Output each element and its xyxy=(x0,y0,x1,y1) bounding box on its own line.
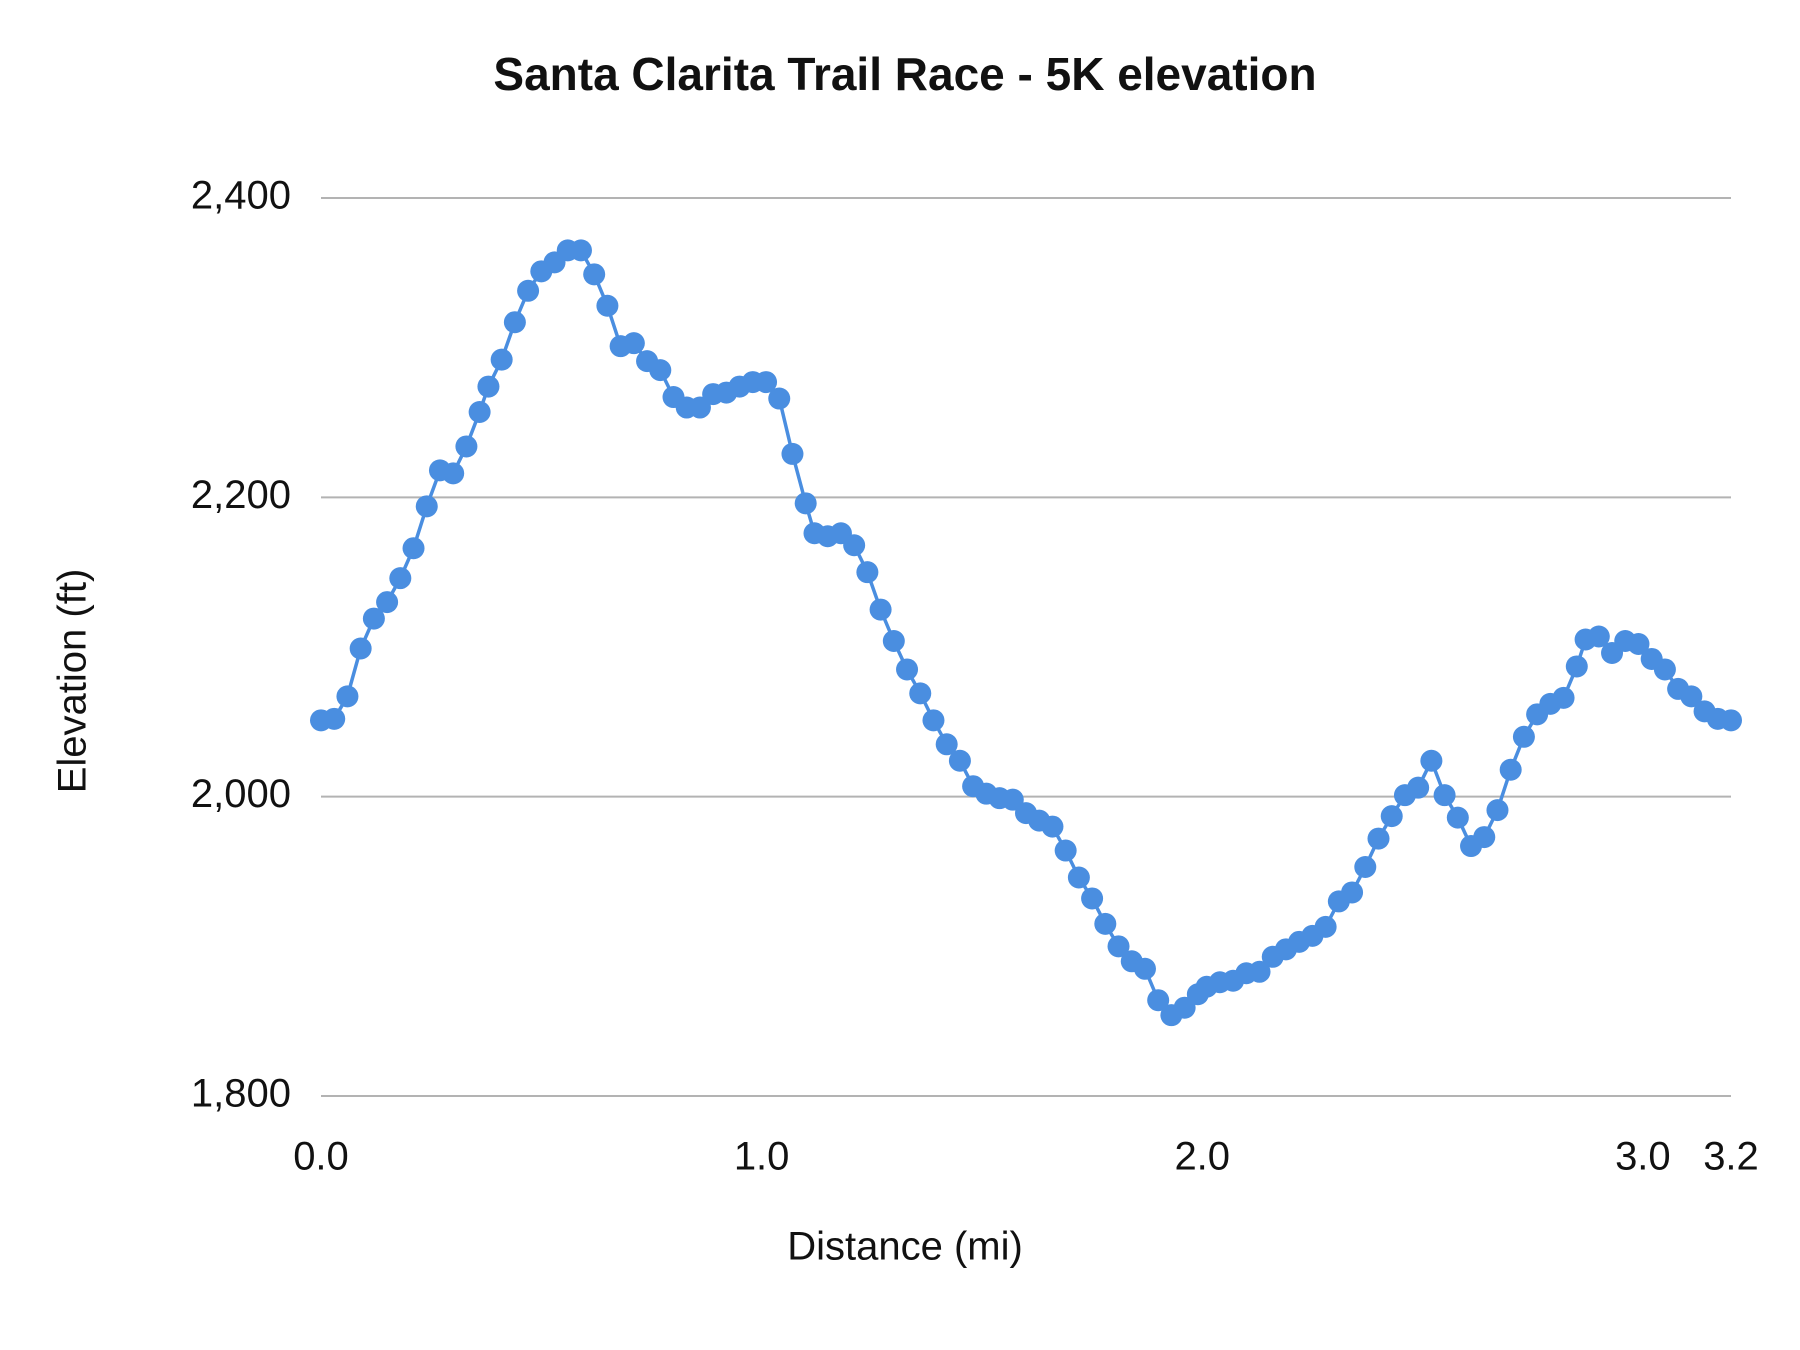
y-tick-label: 1,800 xyxy=(191,1072,291,1116)
point xyxy=(781,442,804,465)
point xyxy=(909,682,932,705)
x-tick-label: 0.0 xyxy=(293,1135,349,1179)
x-axis-title: Distance (mi) xyxy=(787,1225,1023,1269)
chart-title: Santa Clarita Trail Race - 5K elevation xyxy=(493,48,1316,100)
point xyxy=(1720,709,1742,732)
point xyxy=(376,591,399,614)
point xyxy=(1499,758,1522,781)
point xyxy=(1433,784,1456,807)
point xyxy=(415,495,438,518)
x-tick-label: 3.0 xyxy=(1615,1135,1671,1179)
point xyxy=(856,561,879,584)
point xyxy=(336,685,359,708)
point xyxy=(1512,725,1535,748)
point xyxy=(1552,686,1575,709)
point xyxy=(768,387,791,410)
point xyxy=(583,263,606,286)
point xyxy=(869,598,892,621)
point xyxy=(1067,866,1090,889)
point xyxy=(755,371,778,394)
point xyxy=(649,359,672,382)
point xyxy=(1446,806,1469,829)
point xyxy=(1147,989,1170,1012)
point xyxy=(1587,625,1610,648)
y-tick-label: 2,200 xyxy=(191,473,291,517)
point xyxy=(1341,881,1364,904)
point xyxy=(1420,749,1443,772)
point xyxy=(468,401,491,424)
point xyxy=(896,658,919,681)
point xyxy=(1094,912,1117,935)
point xyxy=(1627,633,1650,656)
point xyxy=(1314,915,1337,938)
point xyxy=(1473,826,1496,849)
point xyxy=(490,348,513,371)
y-axis-title: Elevation (ft) xyxy=(51,569,95,794)
point xyxy=(1133,957,1156,980)
y-tick-label: 2,400 xyxy=(191,174,291,218)
point xyxy=(935,733,958,756)
x-tick-label: 3.2 xyxy=(1703,1135,1759,1179)
point xyxy=(517,279,540,302)
point xyxy=(503,311,526,334)
point xyxy=(362,607,385,630)
x-tick-label: 1.0 xyxy=(734,1135,790,1179)
point xyxy=(1041,815,1064,838)
point xyxy=(596,294,619,317)
point xyxy=(1054,839,1077,862)
y-tick-label: 2,000 xyxy=(191,772,291,816)
point xyxy=(1565,655,1588,678)
point xyxy=(1354,856,1377,879)
point xyxy=(1486,799,1509,822)
point xyxy=(1107,935,1130,958)
point xyxy=(1081,887,1104,910)
point xyxy=(442,462,465,485)
x-tick-label: 2.0 xyxy=(1174,1135,1230,1179)
point xyxy=(948,749,971,772)
point xyxy=(1001,788,1024,811)
point xyxy=(622,332,645,355)
point xyxy=(569,239,592,262)
point xyxy=(1653,658,1676,681)
point xyxy=(389,567,412,590)
point xyxy=(843,534,866,557)
point xyxy=(794,492,817,515)
line xyxy=(320,248,1732,1018)
point xyxy=(922,709,945,732)
point xyxy=(455,435,478,458)
point xyxy=(349,637,372,660)
point xyxy=(477,375,500,398)
point xyxy=(1173,996,1196,1019)
point xyxy=(1248,960,1271,983)
point xyxy=(1367,827,1390,850)
point xyxy=(688,396,711,419)
point xyxy=(1680,685,1703,708)
point xyxy=(1380,805,1403,828)
point xyxy=(1407,776,1430,799)
point xyxy=(323,707,346,730)
point xyxy=(402,537,425,560)
point xyxy=(882,630,905,653)
